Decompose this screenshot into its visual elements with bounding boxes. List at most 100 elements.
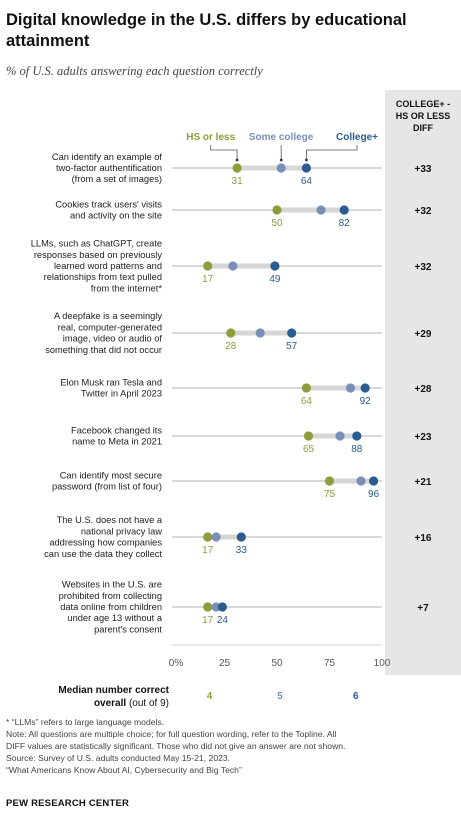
median-label: Median number correct overall (out of 9): [6, 684, 169, 710]
row-label-line: two-factor authentification: [56, 163, 162, 173]
diff-value: +33: [415, 164, 432, 175]
row-label-line: and activity on the site: [70, 211, 162, 221]
dot-hs-or-less: [203, 602, 213, 612]
row-label-line: addressing how companies: [49, 538, 162, 548]
value-label-college-plus: 92: [360, 396, 372, 407]
row-label-line: relationships from text pulled: [44, 272, 162, 282]
row-label-2: LLMs, such as ChatGPT, create responses b…: [31, 239, 163, 294]
row-label-line: A deepfake is a seemingly: [54, 311, 162, 321]
legend-leader-0: [210, 145, 238, 160]
legend-leader-dot-1: [279, 158, 283, 162]
row-label-line: The U.S. does not have a: [57, 515, 163, 525]
row-label-line: password (from list of four): [52, 482, 162, 492]
row-label-line: prohibited from collecting: [59, 591, 162, 601]
pew-research-center-footer: PEW RESEARCH CENTER: [6, 798, 130, 809]
median-value-hs-or-less: 4: [206, 691, 213, 702]
chart-notes: * “LLMs” refers to large language models…: [6, 716, 458, 776]
value-label-college-plus: 96: [368, 489, 380, 500]
dot-some-college: [228, 261, 238, 271]
value-label-hs-or-less: 17: [202, 615, 214, 626]
dot-college-plus: [287, 328, 297, 338]
diff-value: +32: [415, 262, 432, 273]
x-tick-label: 50: [271, 658, 283, 669]
dot-some-college: [211, 602, 221, 612]
dot-hs-or-less: [303, 431, 314, 441]
value-label-college-plus: 57: [286, 341, 298, 352]
row-label-5: Facebook changed its name to Meta in 2021: [71, 425, 162, 446]
value-label-hs-or-less: 64: [301, 396, 313, 407]
diff-header-line-2: HS OR LESS: [395, 111, 451, 121]
row-label-8: Websites in the U.S. are prohibited from …: [59, 580, 163, 635]
legend-label-2: College+: [336, 132, 378, 143]
dot-college-plus: [339, 205, 349, 215]
diff-value: +32: [415, 206, 432, 217]
row-label-line: Cookies track users' visits: [55, 199, 162, 209]
diff-value: +16: [415, 533, 432, 544]
row-label-line: something that did not occur: [45, 345, 162, 355]
row-label-line: from the internet*: [91, 283, 163, 293]
dot-some-college: [335, 431, 345, 441]
dot-some-college: [211, 532, 221, 542]
row-label-line: name to Meta in 2021: [72, 437, 162, 447]
row-label-line: Twitter in April 2023: [81, 389, 162, 399]
value-label-college-plus: 82: [339, 218, 351, 229]
row-label-6: Can identify most secure password (from l…: [52, 470, 162, 491]
dot-plot: HS or less Some college College+ Can identi…: [31, 132, 432, 669]
value-label-hs-or-less: 17: [202, 545, 214, 556]
dot-hs-or-less: [301, 383, 311, 393]
median-value-some-college: 5: [277, 691, 283, 702]
value-label-hs-or-less: 31: [232, 176, 244, 187]
dot-some-college: [255, 328, 265, 338]
row-label-line: data online from children: [60, 602, 162, 612]
x-tick-label: 0%: [169, 658, 184, 669]
row-label-line: can use the data they collect: [44, 549, 162, 559]
median-value-college-plus: 6: [353, 691, 359, 702]
dot-some-college: [356, 476, 366, 486]
diff-value: +21: [415, 477, 432, 488]
row-label-line: parent's consent: [94, 624, 162, 634]
diff-value: +7: [417, 603, 429, 614]
legend-label-0: HS or less: [186, 132, 235, 143]
dot-college-plus: [369, 476, 379, 486]
x-tick-label: 100: [374, 658, 391, 669]
value-label-college-plus: 33: [236, 545, 248, 556]
footnote-llm: * “LLMs” refers to large language models…: [6, 717, 165, 727]
row-label-0: Can identify an example of two-factor aut…: [52, 152, 162, 184]
row-label-line: national privacy law: [81, 526, 162, 536]
dot-college-plus: [360, 383, 370, 393]
row-label-line: Can identify an example of: [52, 152, 162, 162]
chart-title: Digital knowledge in the U.S. differs by…: [6, 11, 407, 50]
dot-college-plus: [270, 261, 280, 271]
value-label-hs-or-less: 17: [202, 274, 214, 285]
median-label-line-2: overall (out of 9): [6, 697, 169, 710]
dot-hs-or-less: [232, 163, 242, 173]
value-label-college-plus: 64: [301, 176, 313, 187]
dot-hs-or-less: [203, 261, 213, 271]
median-label-suffix: (out of 9): [126, 698, 169, 709]
value-label-hs-or-less: 28: [225, 341, 237, 352]
diff-column-background: [385, 90, 461, 675]
row-label-line: Facebook changed its: [71, 425, 162, 435]
dot-hs-or-less: [324, 476, 335, 486]
x-tick-label: 25: [219, 658, 231, 669]
row-label-line: image, video or audio of: [63, 334, 163, 344]
value-label-college-plus: 88: [351, 444, 363, 455]
dot-college-plus: [352, 431, 362, 441]
row-label-line: Can identify most secure: [60, 470, 162, 480]
diff-header-line-3: DIFF: [413, 123, 433, 133]
legend-label-1: Some college: [249, 132, 314, 143]
dot-hs-or-less: [272, 205, 282, 215]
row-label-line: real, computer-generated: [58, 322, 162, 332]
dot-some-college: [345, 383, 356, 393]
value-label-hs-or-less: 65: [303, 444, 315, 455]
dot-some-college: [276, 163, 286, 173]
report-title-line: “What Americans Know About AI, Cybersecu…: [6, 765, 242, 775]
dot-some-college: [316, 205, 326, 215]
dot-college-plus: [236, 532, 246, 542]
dot-hs-or-less: [226, 328, 236, 338]
row-label-line: (from a set of images): [72, 174, 162, 184]
dot-college-plus: [217, 602, 227, 612]
diff-value: +28: [415, 384, 432, 395]
row-label-line: learned word patterns and: [54, 261, 162, 271]
diff-header-line-1: COLLEGE+ -: [395, 99, 451, 109]
